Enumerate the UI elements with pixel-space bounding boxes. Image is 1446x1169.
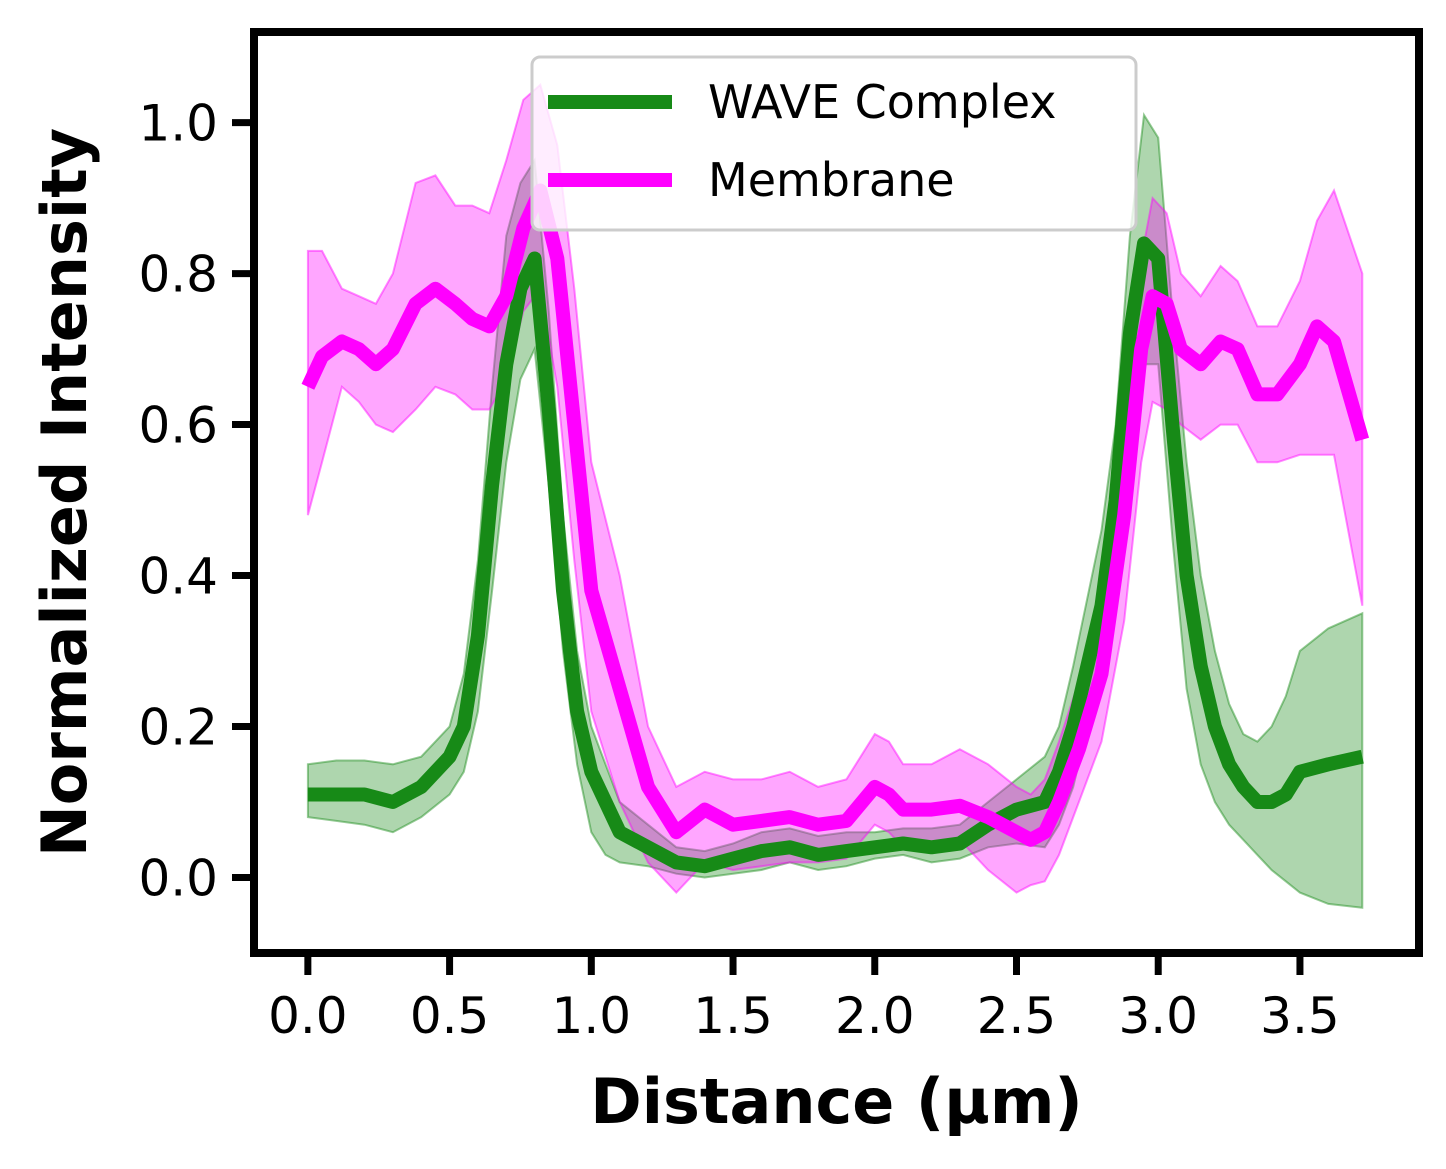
- x-axis-ticks: 0.0 0.5 1.0 1.5 2.0 2.5 3.0 3.5: [268, 953, 1340, 1045]
- legend-box: [530, 55, 1138, 232]
- legend: WAVE Complex Membrane: [530, 55, 1138, 232]
- legend-label: Membrane: [708, 153, 955, 207]
- y-tick-label: 0.6: [138, 397, 218, 455]
- x-tick-label: 2.5: [977, 987, 1057, 1045]
- plot-frame: [250, 28, 1423, 957]
- x-tick-label: 0.5: [410, 987, 490, 1045]
- y-tick-label: 1.0: [138, 95, 218, 153]
- y-tick-label: 0.8: [138, 246, 218, 304]
- x-tick-label: 1.5: [693, 987, 773, 1045]
- y-axis-ticks: 0.0 0.2 0.4 0.6 0.8 1.0: [138, 95, 254, 908]
- y-axis-label: Normalized Intensity: [28, 128, 101, 857]
- x-tick-label: 3.0: [1118, 987, 1198, 1045]
- legend-label: WAVE Complex: [708, 75, 1056, 129]
- y-tick-label: 0.2: [138, 699, 218, 757]
- y-tick-label: 0.0: [138, 850, 218, 908]
- x-axis-label: Distance (µm): [590, 1065, 1083, 1138]
- x-tick-label: 0.0: [268, 987, 348, 1045]
- series-lines: [301, 183, 1370, 874]
- y-tick-label: 0.4: [138, 548, 218, 606]
- x-tick-label: 1.0: [552, 987, 632, 1045]
- series-line-membrane: [301, 183, 1370, 847]
- x-tick-label: 2.0: [835, 987, 915, 1045]
- series-line-wave-complex: [307, 236, 1364, 874]
- x-tick-label: 3.5: [1260, 987, 1340, 1045]
